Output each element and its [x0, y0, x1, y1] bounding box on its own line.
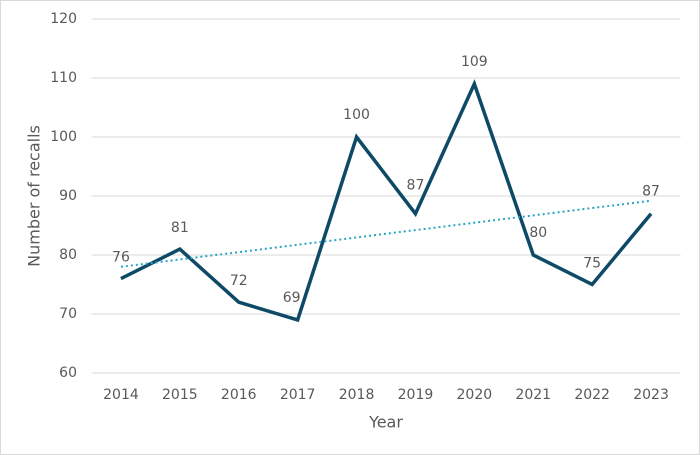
data-label: 100 — [343, 107, 370, 123]
data-label: 87 — [642, 184, 660, 200]
data-label: 69 — [283, 290, 301, 306]
x-tick-label: 2023 — [633, 387, 669, 403]
y-tick-label: 110 — [50, 70, 77, 86]
data-label: 72 — [230, 273, 248, 289]
data-label: 109 — [461, 54, 488, 70]
data-label: 75 — [583, 256, 601, 272]
x-tick-label: 2022 — [574, 387, 610, 403]
y-axis-title: Number of recalls — [25, 125, 44, 267]
y-tick-label: 60 — [59, 365, 77, 381]
data-label: 87 — [407, 178, 425, 194]
x-tick-label: 2018 — [339, 387, 375, 403]
x-tick-label: 2021 — [515, 387, 551, 403]
x-tick-label: 2014 — [103, 387, 139, 403]
x-tick-label: 2015 — [162, 387, 198, 403]
x-tick-label: 2017 — [280, 387, 316, 403]
y-tick-label: 70 — [59, 306, 77, 322]
y-tick-label: 120 — [50, 11, 77, 27]
x-tick-label: 2016 — [221, 387, 257, 403]
trend-line — [120, 199, 652, 268]
data-label: 80 — [529, 225, 547, 241]
data-line — [120, 79, 653, 323]
x-tick-label: 2020 — [457, 387, 493, 403]
x-axis-title: Year — [368, 413, 403, 432]
y-tick-label: 80 — [59, 247, 77, 263]
y-tick-label: 100 — [50, 129, 77, 145]
y-tick-label: 90 — [59, 188, 77, 204]
data-label: 81 — [171, 220, 189, 236]
x-tick-label: 2019 — [398, 387, 434, 403]
data-label: 76 — [112, 250, 130, 266]
